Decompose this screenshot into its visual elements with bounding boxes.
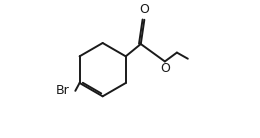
Text: O: O: [139, 3, 149, 16]
Text: O: O: [160, 62, 170, 75]
Text: Br: Br: [55, 84, 69, 97]
